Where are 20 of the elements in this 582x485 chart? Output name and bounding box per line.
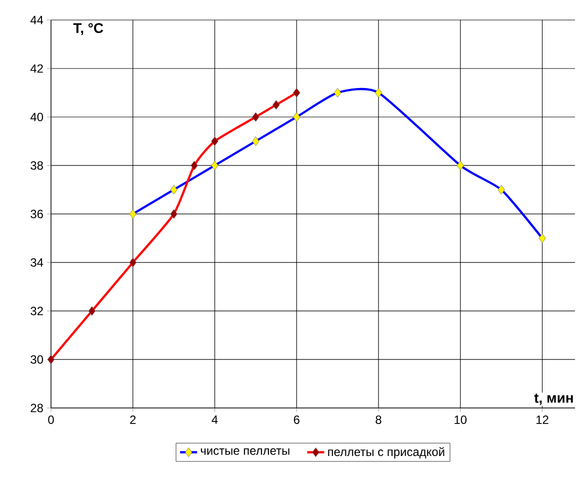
x-tick-label: 2	[130, 416, 136, 424]
y-tick-label: 40	[30, 112, 44, 122]
y-tick-label: 38	[30, 161, 43, 170]
x-tick-label: 0	[48, 416, 54, 424]
y-tick-label: 28	[30, 404, 43, 412]
x-tick-label: 6	[294, 416, 300, 424]
y-tick-label: 44	[30, 16, 44, 24]
x-tick-label: 12	[536, 416, 548, 424]
x-axis-title: t, мин	[534, 394, 573, 405]
x-tick-label: 4	[212, 416, 218, 424]
x-tick-label: 10	[454, 416, 467, 424]
y-tick-label: 32	[30, 306, 43, 316]
y-tick-label: 34	[30, 258, 44, 267]
y-tick-label: 36	[30, 210, 43, 218]
legend-label: чистые пеллеты	[200, 448, 290, 455]
y-tick-label: 30	[30, 355, 44, 364]
x-tick-label: 8	[376, 416, 382, 424]
legend-label: пеллеты с присадкой	[328, 447, 444, 458]
y-axis-title: T, °C	[73, 23, 104, 36]
y-tick-label: 42	[30, 64, 43, 73]
